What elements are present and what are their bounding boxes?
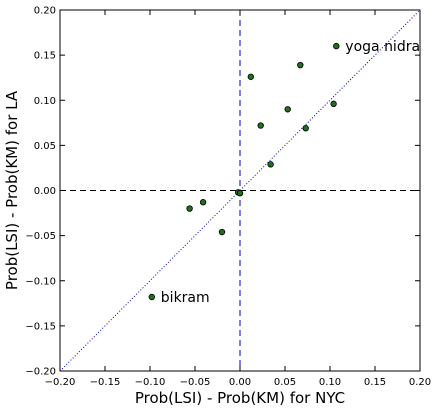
x-tick-label: 0.10	[319, 377, 341, 388]
point-annotation: bikram	[161, 290, 210, 306]
data-point	[333, 42, 340, 50]
y-tick-label: −0.10	[25, 276, 56, 287]
data-point	[218, 228, 226, 236]
x-axis-ticks: −0.20 −0.15 −0.10 −0.05 0.00 0.05 0.10 0.15 0.20	[45, 10, 431, 388]
x-axis-title: Prob(LSI) - Prob(KM) for NYC	[135, 389, 345, 407]
data-point	[330, 100, 337, 108]
y-tick-label: 0.05	[34, 141, 56, 152]
x-tick-label: −0.15	[90, 377, 121, 388]
x-tick-label: −0.20	[45, 377, 76, 388]
x-tick-label: 0.20	[409, 377, 431, 388]
y-axis-ticks: −0.20 −0.15 −0.10 −0.05 0.00 0.05 0.10 0.15 0.20	[25, 6, 420, 378]
data-point	[148, 293, 155, 301]
data-point	[247, 73, 254, 80]
data-point	[199, 199, 207, 206]
y-axis-title: Prob(LSI) - Prob(KM) for LA	[3, 90, 21, 290]
y-tick-label: 0.15	[34, 51, 56, 62]
x-tick-label: −0.05	[180, 377, 211, 388]
x-tick-label: −0.10	[135, 377, 166, 388]
data-point	[257, 122, 264, 129]
data-point	[267, 161, 274, 168]
data-point	[186, 205, 193, 212]
data-point	[284, 106, 291, 113]
y-tick-label: −0.05	[25, 231, 56, 242]
x-tick-label: 0.00	[229, 377, 251, 388]
data-point	[297, 61, 304, 69]
data-point	[236, 190, 244, 197]
y-tick-label: 0.00	[34, 186, 56, 197]
data-point	[302, 125, 309, 132]
y-tick-label: 0.20	[34, 6, 56, 17]
point-annotations: yoga nidra bikram	[161, 39, 420, 306]
y-tick-label: −0.20	[25, 367, 56, 378]
y-tick-label: 0.10	[34, 96, 56, 107]
diagonal-reference-line	[59, 9, 421, 372]
data-points	[148, 42, 340, 301]
point-annotation: yoga nidra	[345, 39, 420, 55]
x-tick-label: 0.05	[274, 377, 296, 388]
y-tick-label: −0.15	[25, 321, 56, 332]
x-tick-label: 0.15	[364, 377, 386, 388]
